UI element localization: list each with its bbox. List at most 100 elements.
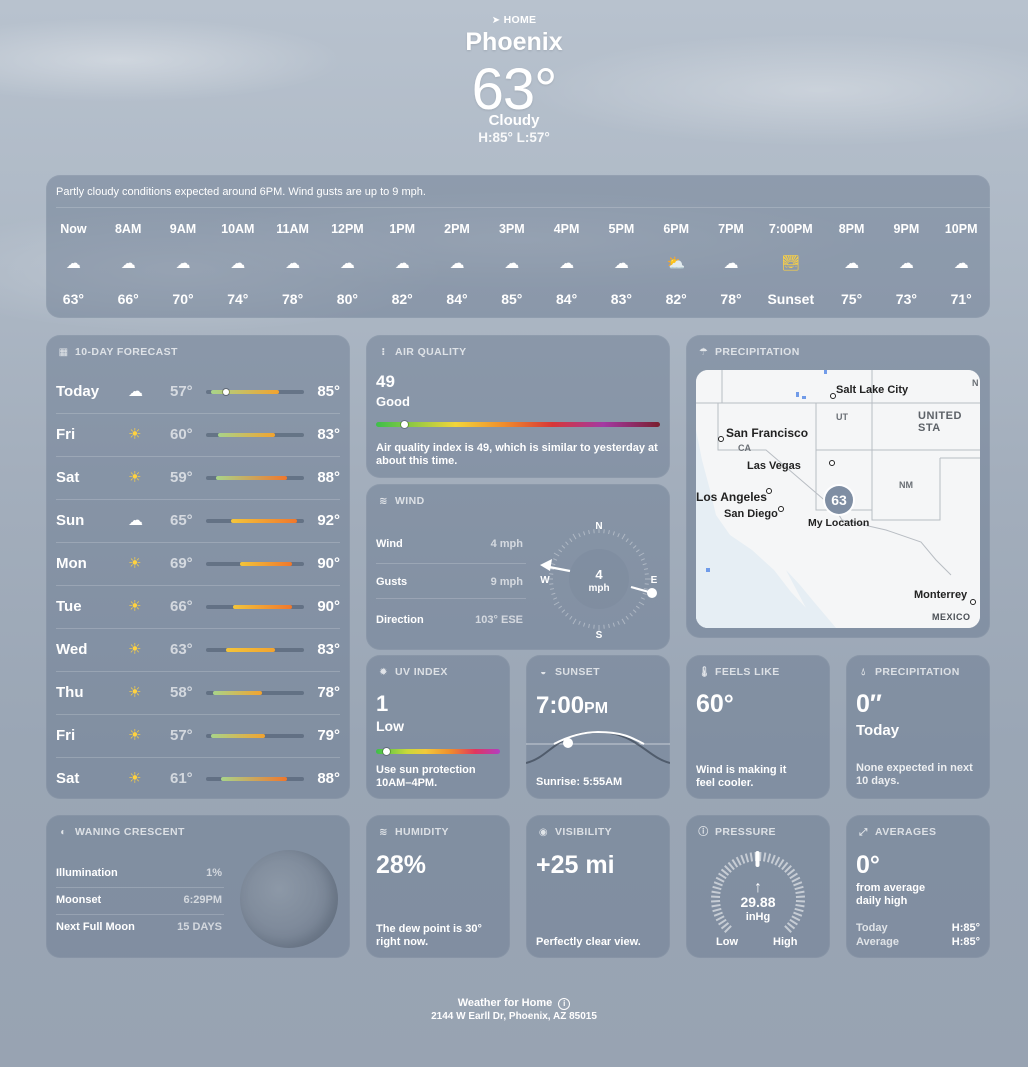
hour-column: 8AM ☁ 66° (103, 175, 153, 318)
pressure-arrow-icon: ↑ (754, 879, 762, 896)
day-row[interactable]: Fri ☀ 60° 83° (56, 413, 340, 456)
hour-time: 7:00PM (768, 222, 813, 236)
eye-icon: ◉ (538, 826, 549, 838)
averages-card[interactable]: ⤢ AVERAGES 0° from average daily high To… (846, 815, 990, 958)
day-row[interactable]: Sun ☁ 65° 92° (56, 499, 340, 542)
sunset-card[interactable]: ◒ SUNSET 7:00PM Sunrise: 5:55AM (526, 655, 670, 799)
day-row[interactable]: Sat ☀ 59° 88° (56, 456, 340, 499)
current-condition: Cloudy (488, 112, 540, 129)
wind-value: 4 mph (490, 538, 523, 550)
day-low: 66° (170, 598, 193, 615)
day-name: Fri (56, 727, 76, 744)
sun-small-icon: ✹ (379, 666, 388, 678)
map-label-n: N (972, 378, 979, 388)
hour-column: 7PM ☁ 78° (706, 175, 756, 318)
temp-range-fill (215, 476, 287, 480)
precipitation-card[interactable]: 💧︎ PRECIPITATION 0″ Today None expected … (846, 655, 990, 799)
sun-icon: ☀ (128, 770, 142, 787)
day-row[interactable]: Today ☁ 57° 85° (56, 370, 340, 413)
sun-icon: ☀ (128, 469, 142, 486)
hour-temperature: 80° (336, 291, 358, 307)
humidity-description: The dew point is 30° right now. (376, 923, 482, 948)
wind-card[interactable]: ≋ WIND Wind 4 mph Gusts 9 mph Direction … (366, 484, 670, 650)
wind-icon: ≋ (379, 495, 388, 507)
temp-range-track (206, 433, 304, 437)
day-low: 63° (170, 641, 193, 658)
direction-label: Direction (376, 614, 424, 626)
temp-range-fill (213, 691, 263, 695)
uv-description: Use sun protection 10AM–4PM. (376, 764, 476, 789)
hourly-forecast-card[interactable]: Partly cloudy conditions expected around… (46, 175, 990, 318)
cloud-icon: ☁ (230, 255, 246, 272)
day-high: 78° (317, 684, 340, 701)
hour-temperature: 85° (501, 291, 523, 307)
hour-temperature: 75° (841, 291, 863, 307)
wind-arrow-base (630, 585, 650, 594)
precipitation-map-card[interactable]: ☂ PRECIPITATION (686, 335, 990, 638)
air-quality-icon: ⁝ (381, 346, 386, 358)
city-dot (970, 599, 976, 605)
moon-card[interactable]: ◐ WANING CRESCENT Illumination 1% Moonse… (46, 815, 350, 958)
info-icon[interactable]: i (558, 998, 571, 1010)
hour-column: 12PM ☁ 80° (322, 175, 372, 318)
next-full-moon-value: 15 DAYS (177, 921, 222, 933)
hour-column: Now ☁ 63° (48, 175, 98, 318)
map-my-location: My Location (808, 517, 870, 529)
hour-column: 10AM ☁ 74° (213, 175, 263, 318)
day-name: Sun (56, 512, 85, 529)
temp-range-fill (240, 562, 292, 566)
sun-icon: ☀ (128, 641, 142, 658)
hour-temperature: 82° (391, 291, 413, 307)
wind-arrow-head (540, 559, 552, 571)
precipitation-map[interactable]: Salt Lake City UT UNITED STA N San Franc… (696, 370, 980, 628)
compass-ticks (547, 527, 651, 631)
cloud-icon: ☁ (844, 255, 860, 272)
hour-time: 10PM (944, 222, 978, 236)
compass-center (569, 549, 629, 609)
day-row[interactable]: Mon ☀ 69° 90° (56, 542, 340, 585)
uv-index-card[interactable]: ✹ UV INDEX 1 Low Use sun protection 10AM… (366, 655, 510, 799)
visibility-value: +25 mi (536, 851, 615, 879)
sunset-time: 7:00PM (536, 692, 609, 719)
hour-time: 12PM (331, 222, 364, 236)
hour-time: Now (60, 222, 87, 236)
aqi-value: 49 (376, 372, 395, 391)
day-name: Sat (56, 469, 80, 486)
pressure-card[interactable]: ⓘ PRESSURE ↑ 29.88 inHg Low High (686, 815, 830, 958)
feels-like-card[interactable]: 🌡︎ FEELS LIKE 60° Wind is making it feel… (686, 655, 830, 799)
humidity-card[interactable]: ≋ HUMIDITY 28% The dew point is 30° righ… (366, 815, 510, 958)
day-row[interactable]: Wed ☀ 63° 83° (56, 628, 340, 671)
wind-speed-unit: mph (588, 583, 609, 594)
precipitation-period: Today (856, 722, 900, 739)
air-quality-title: ⁝ AIR QUALITY (378, 346, 466, 358)
averages-average-value: H:85° (951, 936, 980, 948)
hour-column: 5PM ☁ 83° (596, 175, 646, 318)
temp-range-track (206, 389, 304, 395)
sunset-icon: 🌅︎ (781, 255, 801, 272)
hour-temperature: 78° (720, 291, 742, 307)
map-city-la: Los Angeles (696, 488, 772, 504)
day-high: 88° (317, 469, 340, 486)
footer-title[interactable]: Weather for Home i (0, 997, 1028, 1010)
location-label: ➤ HOME (491, 14, 537, 26)
day-high: 83° (317, 426, 340, 443)
day-row[interactable]: Sat ☀ 61° 88° (56, 757, 340, 799)
gusts-label: Gusts (376, 576, 408, 588)
visibility-card[interactable]: ◉ VISIBILITY +25 mi Perfectly clear view… (526, 815, 670, 958)
feels-like-description: Wind is making it feel cooler. (696, 764, 787, 789)
day-row[interactable]: Thu ☀ 58° 78° (56, 671, 340, 714)
air-quality-card[interactable]: ⁝ AIR QUALITY 49 Good Air quality index … (366, 335, 670, 478)
my-location-pin[interactable]: 63 (825, 486, 853, 514)
sun-icon: ☀ (128, 684, 142, 701)
ten-day-forecast-card[interactable]: ▦ 10-DAY FORECAST Today ☁ 57° 85° Fri ☀ 60° 83°… (46, 335, 350, 799)
hour-column: 1PM ☁ 82° (377, 175, 427, 318)
aqi-description: Air quality index is 49, which is simila… (376, 442, 658, 467)
umbrella-icon: ☂ (698, 346, 709, 358)
day-row[interactable]: Tue ☀ 66° 90° (56, 585, 340, 628)
humidity-icon: ≋ (379, 826, 388, 838)
cloud-icon: ☁ (504, 255, 520, 272)
day-high: 85° (317, 383, 340, 400)
day-row[interactable]: Fri ☀ 57° 79° (56, 714, 340, 757)
aqi-scale (376, 421, 660, 428)
hour-column: 9AM ☁ 70° (158, 175, 208, 318)
